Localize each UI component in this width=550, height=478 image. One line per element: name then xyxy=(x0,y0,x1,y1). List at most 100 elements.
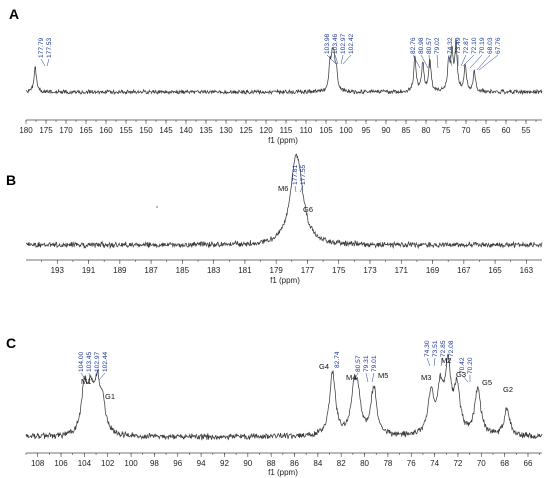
panel-c-x-axis-title: f1 (ppm) xyxy=(268,468,298,477)
x-tick-label: 177 xyxy=(301,266,315,275)
stray-dot xyxy=(156,206,158,208)
x-tick-label: 165 xyxy=(79,126,93,135)
x-tick-label: 145 xyxy=(159,126,173,135)
x-tick-label: 65 xyxy=(482,126,491,135)
peak-label-a-68-03: 68.03 xyxy=(487,37,494,54)
x-tick-label: 76 xyxy=(407,459,416,468)
x-tick-label: 96 xyxy=(173,459,182,468)
x-tick-label: 80 xyxy=(422,126,431,135)
peak-label-a-73-49: 73.49 xyxy=(455,37,462,54)
annotation-m5: M5 xyxy=(378,371,388,380)
x-tick-label: 80 xyxy=(360,459,369,468)
x-tick-label: 60 xyxy=(502,126,511,135)
peak-label-c-79-01: 79.01 xyxy=(371,355,378,372)
panel-a-x-ticks: 180 175 170 165 160 155 150 145 140 135 130 125 120 1… xyxy=(19,120,537,135)
peak-label-a-102-42: 102.42 xyxy=(348,33,355,54)
x-tick-label: 74 xyxy=(430,459,439,468)
x-tick-label: 183 xyxy=(207,266,221,275)
x-tick-label: 108 xyxy=(31,459,45,468)
peak-label-a-103-46: 103.46 xyxy=(332,33,339,54)
x-tick-label: 82 xyxy=(337,459,346,468)
x-tick-label: 78 xyxy=(383,459,392,468)
x-tick-label: 95 xyxy=(362,126,371,135)
panel-b: B 193 191 189 187 185 183 181 179 177 175 173 171 16… xyxy=(6,153,543,285)
x-tick-label: 100 xyxy=(124,459,138,468)
x-tick-label: 180 xyxy=(19,126,33,135)
annotation-g2: G2 xyxy=(503,385,513,394)
panel-a-peak-labels: 177.79 177.53 103.98 103.46 102.97 102.4… xyxy=(38,33,502,58)
peak-label-c-73-51: 73.51 xyxy=(432,340,439,357)
x-tick-label: 90 xyxy=(382,126,391,135)
x-tick-label: 120 xyxy=(259,126,273,135)
x-tick-label: 179 xyxy=(270,266,284,275)
x-tick-label: 175 xyxy=(332,266,346,275)
x-tick-label: 155 xyxy=(119,126,133,135)
x-tick-label: 68 xyxy=(500,459,509,468)
peak-label-a-102-97: 102.97 xyxy=(340,33,347,54)
panel-c-spectrum-trace xyxy=(25,353,543,441)
panel-a-spectrum-trace xyxy=(25,38,543,96)
peak-label-a-103-98: 103.98 xyxy=(324,33,331,54)
x-tick-label: 171 xyxy=(395,266,409,275)
panel-a-letter: A xyxy=(9,6,19,22)
panel-c-x-ticks: 108 106 104 102 100 98 96 94 92 90 88 86 84 82 80 78 76 7… xyxy=(25,453,540,468)
x-tick-label: 193 xyxy=(51,266,65,275)
peak-label-a-82-76: 82.76 xyxy=(410,37,417,54)
x-tick-label: 167 xyxy=(457,266,471,275)
x-tick-label: 104 xyxy=(78,459,92,468)
peak-label-a-177-79: 177.79 xyxy=(38,37,45,58)
x-tick-label: 102 xyxy=(101,459,115,468)
peak-label-b-177-55: 177.55 xyxy=(300,164,307,185)
panel-b-peak-labels: 177.81 177.55 xyxy=(292,164,307,185)
x-tick-label: 90 xyxy=(243,459,252,468)
panel-a-leader-lines xyxy=(40,54,499,71)
peak-label-a-80-98: 80.98 xyxy=(418,37,425,54)
x-tick-label: 70 xyxy=(462,126,471,135)
panel-b-x-axis-title: f1 (ppm) xyxy=(270,276,300,285)
panel-c: C 108 106 104 102 100 98 96 94 92 90 88 86 84 82 80 78 7… xyxy=(6,335,543,477)
x-tick-label: 70 xyxy=(477,459,486,468)
peak-label-c-70-42: 70.42 xyxy=(459,357,466,374)
peak-label-a-70-19: 70.19 xyxy=(479,37,486,54)
x-tick-label: 187 xyxy=(144,266,158,275)
panel-c-letter: C xyxy=(6,335,16,351)
panel-b-x-ticks: 193 191 189 187 185 183 181 179 177 175 173 171 169 1… xyxy=(41,260,534,275)
panel-c-leader-lines xyxy=(80,357,471,383)
annotation-m2: M2 xyxy=(441,356,451,365)
annotation-m3: M3 xyxy=(421,373,431,382)
x-tick-label: 169 xyxy=(426,266,440,275)
x-tick-label: 181 xyxy=(238,266,252,275)
panel-c-peak-labels: 104.00 103.45 102.97 102.44 82.74 80.57 … xyxy=(78,340,474,374)
x-tick-label: 75 xyxy=(442,126,451,135)
x-tick-label: 125 xyxy=(239,126,253,135)
x-tick-label: 86 xyxy=(290,459,299,468)
panel-b-leader-lines xyxy=(294,185,304,193)
peak-label-a-74-32: 74.32 xyxy=(447,37,454,54)
x-tick-label: 150 xyxy=(139,126,153,135)
peak-label-a-79-02: 79.02 xyxy=(434,37,441,54)
peak-label-a-177-53: 177.53 xyxy=(46,37,53,58)
x-tick-label: 66 xyxy=(524,459,533,468)
annotation-m6: M6 xyxy=(278,184,288,193)
peak-label-c-102-97: 102.97 xyxy=(94,351,101,372)
peak-label-a-67-76: 67.76 xyxy=(495,37,502,54)
x-tick-label: 189 xyxy=(113,266,127,275)
x-tick-label: 105 xyxy=(319,126,333,135)
annotation-g6: G6 xyxy=(303,205,313,214)
peak-label-a-80-57: 80.57 xyxy=(426,37,433,54)
peak-label-c-103-45: 103.45 xyxy=(86,351,93,372)
x-tick-label: 175 xyxy=(39,126,53,135)
x-tick-label: 94 xyxy=(197,459,206,468)
x-tick-label: 135 xyxy=(199,126,213,135)
peak-label-c-104-00: 104.00 xyxy=(78,351,85,372)
annotation-g3: G3 xyxy=(456,370,466,379)
peak-label-c-102-44: 102.44 xyxy=(102,351,109,372)
panel-a-x-axis-title: f1 (ppm) xyxy=(268,136,298,145)
x-tick-label: 140 xyxy=(179,126,193,135)
panel-b-spectrum-trace xyxy=(25,153,543,250)
x-tick-label: 85 xyxy=(402,126,411,135)
x-tick-label: 130 xyxy=(219,126,233,135)
x-tick-label: 72 xyxy=(453,459,462,468)
x-tick-label: 100 xyxy=(339,126,353,135)
x-tick-label: 173 xyxy=(363,266,377,275)
